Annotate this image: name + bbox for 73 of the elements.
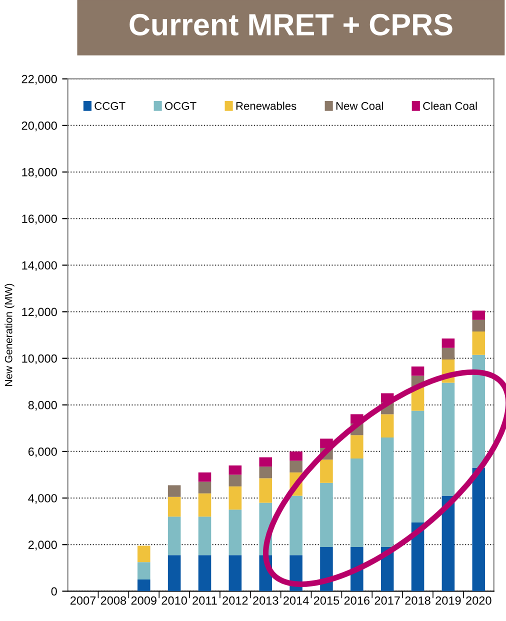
bar xyxy=(228,486,242,510)
bar xyxy=(350,458,364,547)
bar xyxy=(442,338,455,348)
x-tick-label: 2010 xyxy=(162,596,187,605)
y-tick-label: 14,000 xyxy=(22,261,57,271)
bar xyxy=(472,332,486,355)
x-tick-label: 2007 xyxy=(70,596,96,605)
legend-label: New Coal xyxy=(336,102,383,110)
bar xyxy=(168,555,181,592)
bar xyxy=(320,482,333,547)
x-tick-label: 2016 xyxy=(344,596,370,605)
bar xyxy=(380,414,394,438)
bar xyxy=(168,485,181,497)
bar xyxy=(290,451,302,461)
x-tick-label: 2018 xyxy=(405,596,430,605)
bar xyxy=(198,482,212,494)
y-tick-label: 18,000 xyxy=(22,168,57,178)
legend-label: Clean Coal xyxy=(423,102,477,110)
bar xyxy=(168,496,181,517)
legend-label: Renewables xyxy=(236,102,296,110)
x-tick-label: 2013 xyxy=(253,596,278,605)
y-tick-label: 6,000 xyxy=(28,448,57,458)
y-tick-label: 4,000 xyxy=(28,494,57,504)
y-tick-label: 0 xyxy=(51,587,57,596)
bar xyxy=(137,562,150,580)
y-tick-label: 10,000 xyxy=(22,354,57,364)
x-tick-label: 2008 xyxy=(100,596,126,605)
bar xyxy=(228,465,242,475)
bar xyxy=(137,580,150,592)
x-tick-label: 2015 xyxy=(314,596,340,605)
bar xyxy=(320,460,333,483)
bar xyxy=(198,555,212,592)
bar xyxy=(228,555,242,592)
bar xyxy=(228,510,242,556)
legend-label: OCGT xyxy=(165,102,196,110)
bar xyxy=(137,546,150,562)
x-tick-label: 2017 xyxy=(374,596,400,605)
bar xyxy=(259,457,272,467)
y-tick-label: 12,000 xyxy=(22,308,57,318)
bar xyxy=(380,437,394,547)
bar xyxy=(198,472,212,482)
bar xyxy=(290,460,302,472)
bar xyxy=(198,516,212,556)
bar xyxy=(472,468,486,592)
y-axis-title: New Generation (MW) xyxy=(4,284,14,386)
x-tick-label: 2014 xyxy=(284,596,309,605)
bar xyxy=(442,348,455,360)
y-tick-label: 22,000 xyxy=(22,74,57,85)
y-tick-label: 16,000 xyxy=(22,214,57,224)
legend-label: CCGT xyxy=(94,102,126,110)
bar xyxy=(228,474,242,486)
y-tick-label: 8,000 xyxy=(28,400,57,411)
y-tick-label: 2,000 xyxy=(28,540,57,550)
x-tick-label: 2011 xyxy=(192,596,217,605)
x-tick-label: 2009 xyxy=(131,596,156,605)
bar xyxy=(472,310,486,320)
bar xyxy=(411,410,424,522)
bar xyxy=(350,435,364,458)
bar xyxy=(442,496,455,592)
x-tick-label: 2019 xyxy=(436,596,461,605)
bar xyxy=(442,382,455,496)
x-tick-label: 2012 xyxy=(222,596,248,605)
y-tick-label: 20,000 xyxy=(22,121,57,132)
bar xyxy=(168,516,181,556)
bar xyxy=(259,466,272,478)
bar xyxy=(198,493,212,517)
bar xyxy=(472,320,486,332)
x-tick-label: 2020 xyxy=(466,596,492,605)
bar xyxy=(290,496,302,556)
bar xyxy=(411,366,424,376)
bar xyxy=(259,478,272,503)
chart-title: Current MRET + CPRS xyxy=(130,14,452,36)
bar xyxy=(472,354,486,468)
